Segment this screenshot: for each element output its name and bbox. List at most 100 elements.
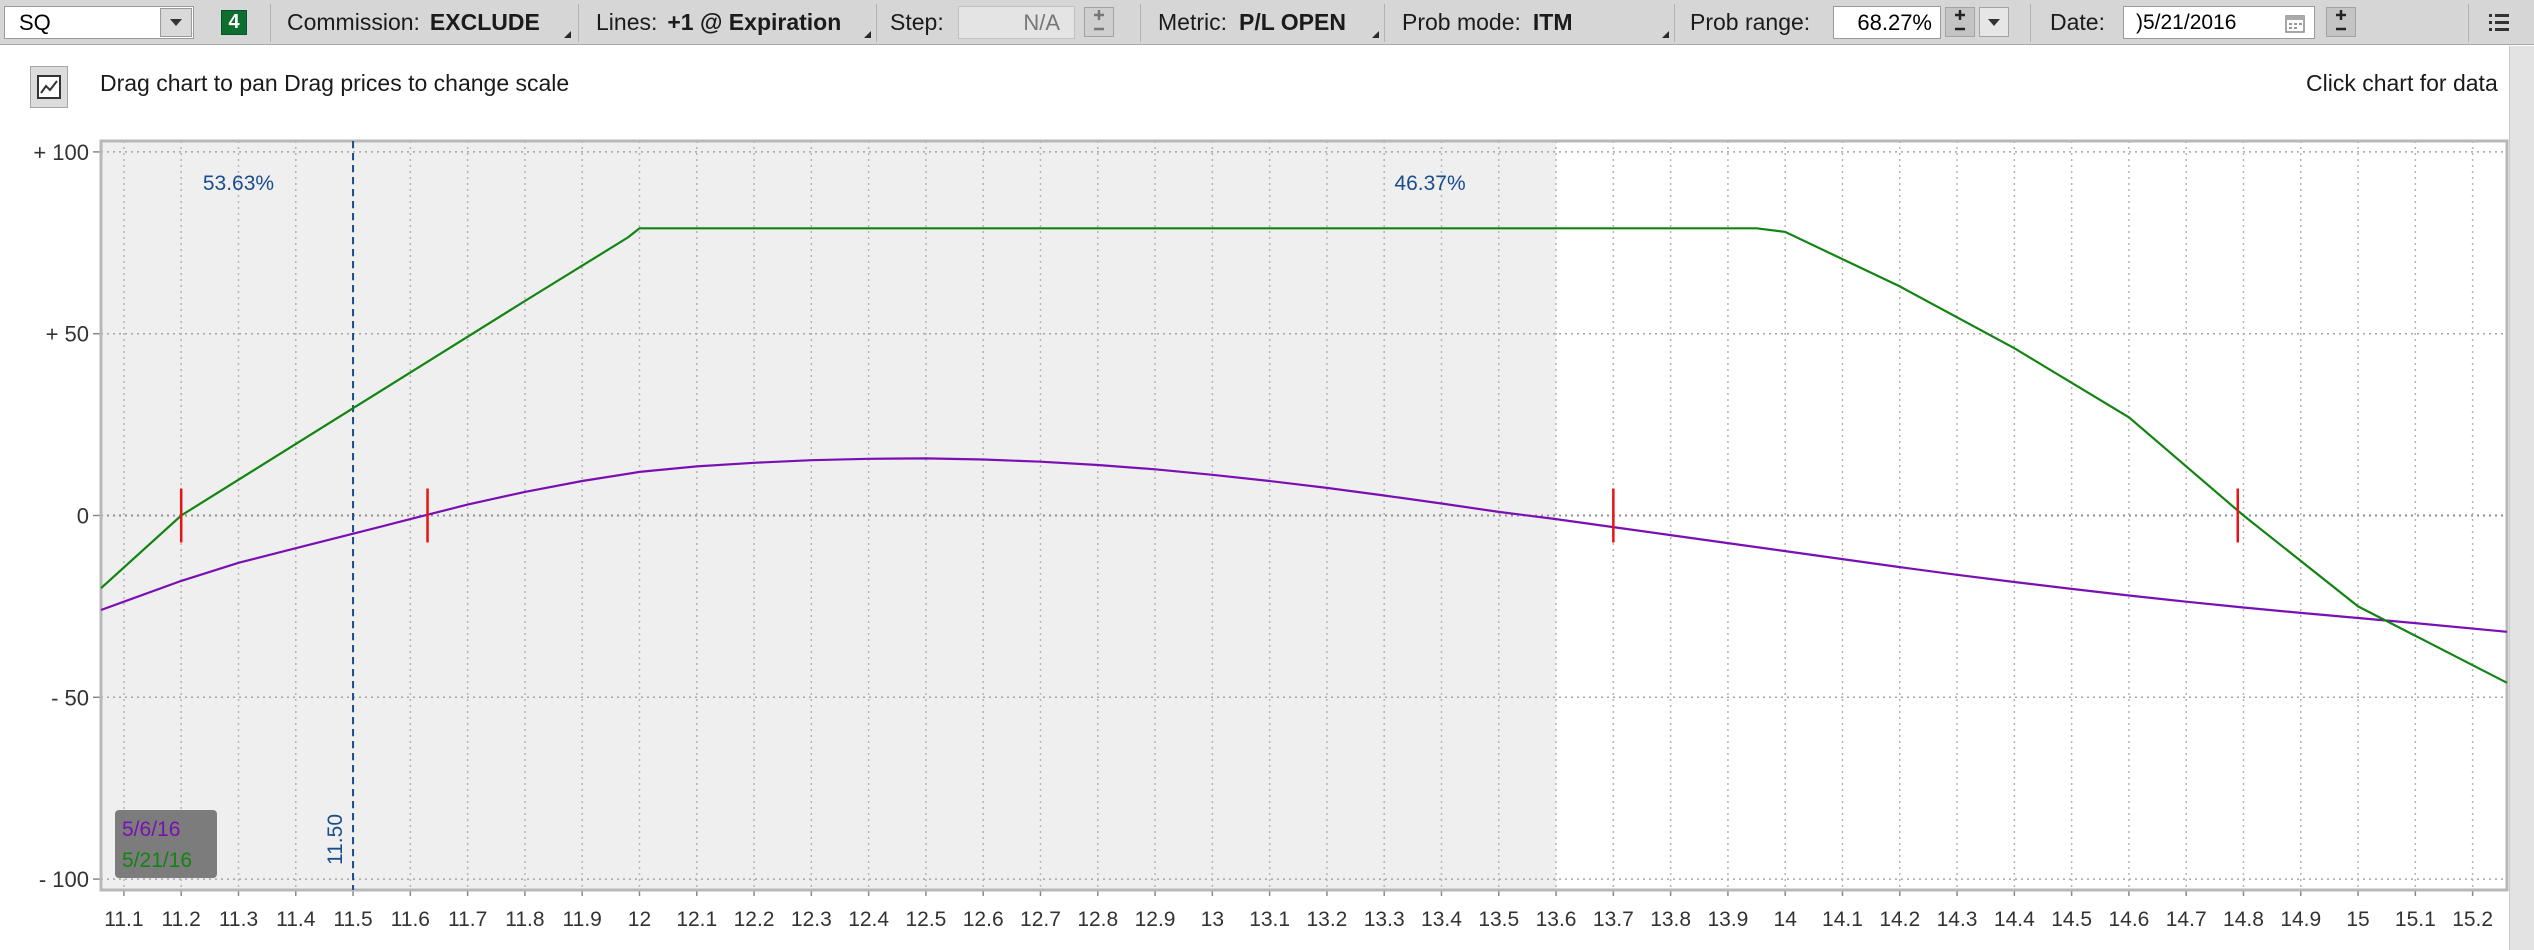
probability-label: 46.37% (1394, 172, 1465, 195)
side-scrollbar[interactable] (2509, 46, 2534, 950)
step-spinner[interactable] (1084, 7, 1114, 37)
series-line-2 (100, 227, 2508, 684)
current-price-label: 11.50 (324, 814, 347, 865)
y-tick-label: - 50 (51, 685, 89, 710)
x-tick-label: 12.7 (1020, 908, 1061, 931)
x-tick-label: 13.2 (1306, 908, 1347, 931)
x-tick-label: 14.5 (2051, 908, 2092, 931)
y-tick-label: - 100 (39, 867, 89, 892)
x-tick-label: 15.2 (2452, 908, 2493, 931)
badge-value: 4 (228, 11, 240, 33)
x-tick-label: 11.4 (276, 908, 316, 931)
x-tick-label: 11.6 (391, 908, 430, 931)
commission-label: Commission: (287, 9, 420, 35)
x-tick-label: 11.1 (104, 908, 143, 931)
x-tick-label: 11.9 (563, 908, 602, 931)
step-label: Step: (890, 9, 944, 35)
y-tick-label: 0 (77, 504, 89, 529)
x-tick-label: 11.3 (219, 908, 258, 931)
pan-hint: Drag chart to pan Drag prices to change … (100, 70, 570, 96)
x-tick-label: 13 (1201, 908, 1224, 931)
date-spinner[interactable] (2326, 7, 2356, 37)
lines-selector[interactable]: Lines: +1 @ Expiration (596, 0, 841, 45)
date-value: )5/21/2016 (2136, 10, 2237, 34)
legend-entry: 5/6/16 (122, 818, 180, 841)
x-tick-label: 14.1 (1822, 908, 1863, 931)
chart-header (0, 46, 2534, 128)
x-tick-label: 14.6 (2108, 908, 2149, 931)
x-tick-label: 12.9 (1135, 908, 1176, 931)
metric-selector[interactable]: Metric: P/L OPEN (1158, 0, 1346, 45)
symbol-value: SQ (19, 9, 51, 35)
dropdown-arrow-icon (1988, 19, 2000, 26)
chart-settings-button[interactable] (30, 66, 68, 108)
x-tick-label: 14.2 (1879, 908, 1920, 931)
x-tick-label: 13.1 (1249, 908, 1290, 931)
probrange-spinner[interactable] (1945, 7, 1975, 37)
date-field[interactable]: )5/21/2016 (2123, 6, 2315, 39)
x-tick-label: 13.8 (1650, 908, 1691, 931)
x-tick-label: 14.9 (2280, 908, 2321, 931)
step-value: N/A (1023, 10, 1060, 35)
plot-area (101, 141, 2507, 890)
x-tick-label: 15 (2346, 908, 2369, 931)
x-tick-label: 13.3 (1364, 908, 1405, 931)
probability-label: 53.63% (203, 172, 274, 195)
probmode-value: ITM (1532, 9, 1573, 35)
x-tick-label: 12.5 (905, 908, 946, 931)
x-tick-label: 11.7 (448, 908, 487, 931)
x-tick-label: 14 (1774, 908, 1798, 931)
series-line-1 (100, 457, 2508, 633)
x-tick-label: 12.2 (734, 908, 775, 931)
plus-minus-icon (2336, 10, 2346, 31)
menu-button[interactable] (2480, 8, 2520, 38)
legend-entry: 5/21/16 (122, 849, 192, 872)
lines-value: +1 @ Expiration (667, 9, 842, 35)
date-label: Date: (2050, 9, 2105, 35)
x-tick-label: 13.6 (1536, 908, 1577, 931)
probability-shade (101, 141, 1557, 890)
chart-settings-icon (37, 75, 61, 99)
probrange-label: Prob range: (1690, 9, 1811, 35)
x-tick-label: 12 (628, 908, 651, 931)
probrange-value: 68.27% (1857, 9, 1932, 35)
commission-value: EXCLUDE (429, 9, 540, 35)
x-tick-label: 11.8 (505, 908, 544, 931)
x-tick-label: 14.4 (1994, 908, 2035, 931)
dropdown-arrow-icon (170, 19, 182, 26)
x-tick-label: 11.5 (333, 908, 372, 931)
x-tick-label: 13.4 (1421, 908, 1462, 931)
commission-selector[interactable]: Commission: EXCLUDE (287, 0, 540, 45)
x-tick-label: 12.1 (676, 908, 717, 931)
link-badge[interactable]: 4 (221, 10, 247, 35)
probrange-dropdown-button[interactable] (1979, 7, 2009, 37)
x-tick-label: 12.8 (1077, 908, 1118, 931)
plus-minus-icon (1955, 10, 1965, 31)
plus-minus-icon (1094, 10, 1104, 31)
toolbar: SQ 4 Commission: EXCLUDE Lines: +1 @ Exp… (0, 0, 2534, 45)
x-tick-label: 12.4 (848, 908, 889, 931)
x-tick-label: 13.7 (1593, 908, 1634, 931)
x-tick-label: 13.5 (1478, 908, 1519, 931)
symbol-dropdown-button[interactable] (160, 8, 192, 37)
menu-icon (2489, 14, 2509, 31)
y-tick-label: + 100 (33, 140, 89, 165)
x-tick-label: 11.2 (162, 908, 201, 931)
y-tick-label: + 50 (46, 322, 89, 347)
probrange-field[interactable]: 68.27% (1833, 6, 1941, 39)
probmode-selector[interactable]: Prob mode: ITM (1402, 0, 1573, 45)
x-tick-label: 13.9 (1707, 908, 1748, 931)
step-field[interactable]: N/A (958, 6, 1075, 39)
x-tick-label: 14.8 (2223, 908, 2264, 931)
metric-label: Metric: (1158, 9, 1227, 35)
calendar-icon[interactable] (2284, 12, 2306, 34)
x-tick-label: 12.6 (963, 908, 1004, 931)
metric-value: P/L OPEN (1239, 9, 1346, 35)
x-tick-label: 14.3 (1937, 908, 1978, 931)
x-tick-label: 12.3 (791, 908, 832, 931)
x-tick-label: 15.1 (2395, 908, 2436, 931)
legend-box (115, 810, 217, 878)
plot-frame (99, 139, 2509, 892)
data-hint: Click chart for data (2306, 70, 2498, 96)
